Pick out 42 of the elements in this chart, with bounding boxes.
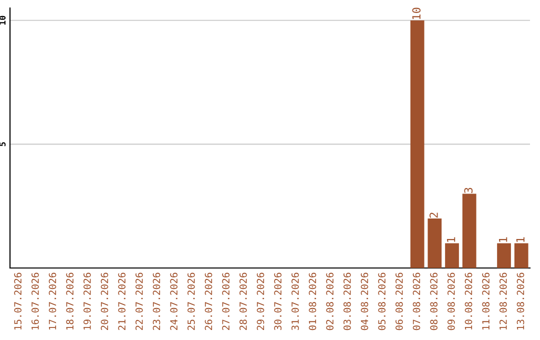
x-tick-label: 03.08.2026 [343, 272, 351, 330]
x-tick-label: 21.07.2026 [118, 272, 126, 330]
x-tick-label: 27.07.2026 [222, 272, 230, 330]
data-label: 1 [498, 237, 508, 242]
bar [410, 20, 424, 268]
x-tick-label: 05.08.2026 [378, 272, 386, 330]
x-tick-label: 06.08.2026 [395, 272, 403, 330]
x-tick-label: 13.08.2026 [516, 272, 524, 330]
x-tick-label: 22.07.2026 [135, 272, 143, 330]
x-tick-label: 18.07.2026 [66, 272, 74, 330]
x-tick-label: 26.07.2026 [204, 272, 212, 330]
x-tick-label: 02.08.2026 [326, 272, 334, 330]
x-tick-label: 28.07.2026 [239, 272, 247, 330]
x-tick-label: 30.07.2026 [274, 272, 282, 330]
x-tick-label: 10.08.2026 [464, 272, 472, 330]
data-label: 3 [464, 188, 473, 193]
x-tick-label: 16.07.2026 [31, 272, 39, 330]
x-tick-label: 01.08.2026 [308, 272, 316, 330]
x-tick-label: 15.07.2026 [14, 272, 22, 330]
x-tick-label: 12.08.2026 [499, 272, 507, 330]
x-tick-label: 09.08.2026 [447, 272, 455, 330]
x-tick-label: 04.08.2026 [360, 272, 368, 330]
x-tick-label: 08.08.2026 [430, 272, 438, 330]
bar [445, 243, 459, 268]
x-tick-label: 23.07.2026 [152, 272, 160, 330]
data-label: 2 [430, 212, 438, 218]
x-tick-label: 07.08.2026 [412, 272, 420, 330]
bar [462, 194, 476, 268]
x-tick-label: 20.07.2026 [100, 272, 108, 330]
bar [497, 243, 511, 268]
data-label: 1 [516, 237, 524, 242]
data-label: 10 [412, 8, 421, 20]
bar [428, 218, 442, 268]
data-label: 1 [446, 237, 456, 242]
x-tick-label: 24.07.2026 [170, 272, 178, 330]
bar [514, 243, 528, 268]
x-tick-label: 29.07.2026 [256, 272, 264, 330]
x-tick-label: 31.07.2026 [291, 272, 299, 330]
x-tick-label: 17.07.2026 [48, 272, 56, 330]
x-tick-label: 11.08.2026 [482, 272, 490, 330]
x-tick-label: 19.07.2026 [83, 272, 91, 330]
x-tick-label: 25.07.2026 [187, 272, 195, 330]
